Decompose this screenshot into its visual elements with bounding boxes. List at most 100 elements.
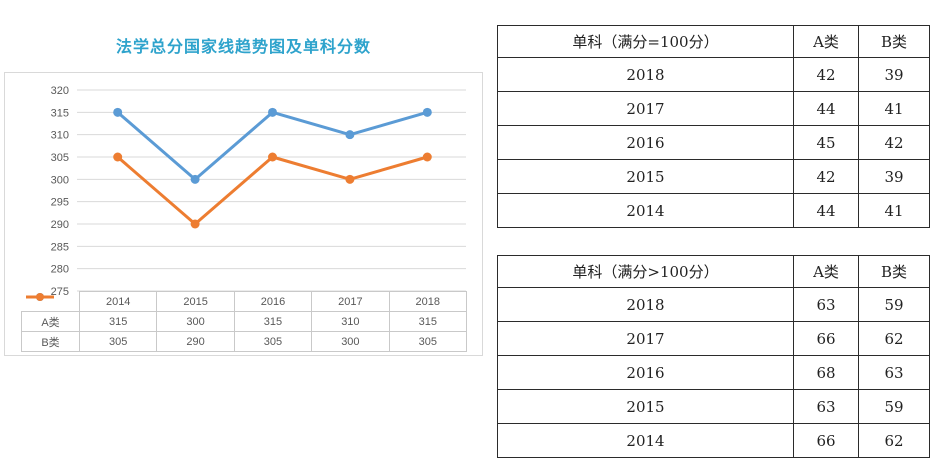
y-tick-label: 275: [51, 286, 69, 298]
series-value-cell: 315: [78, 311, 158, 332]
series-value-cell: 310: [311, 311, 390, 332]
trend-chart-svg: 320 315 310 305 300 295 290 285 280 275: [51, 85, 466, 298]
series-A类: [113, 107, 432, 184]
y-tick-label: 310: [51, 130, 69, 142]
table-cell: 45: [793, 125, 859, 160]
y-tick-label: 315: [51, 107, 69, 119]
chart-title: 法学总分国家线趋势图及单科分数: [115, 39, 371, 56]
y-tick-label: 295: [51, 197, 69, 209]
series-line: [116, 155, 429, 226]
legend-cell: B类: [21, 292, 80, 352]
table-cell: 44: [793, 193, 859, 228]
legend-label: A类: [41, 316, 60, 329]
score-table-header-cell: 单科（满分>100分）: [497, 255, 794, 288]
table-cell: 2014: [497, 423, 794, 458]
y-tick-label: 290: [51, 219, 69, 231]
score-table-header-row: 单科（满分=100分） A类 B类: [497, 25, 930, 58]
table-row: 2015 63 59: [497, 389, 930, 424]
table-cell: 41: [858, 193, 930, 228]
data-point: [190, 174, 200, 184]
table-cell: 2017: [497, 91, 794, 126]
table-cell: 68: [793, 355, 859, 390]
y-tick-label: 285: [51, 241, 69, 253]
chart-table-series-row: B类 305 290 305 300 305: [21, 292, 468, 352]
series-value-cell: 315: [233, 311, 313, 332]
table-cell: 66: [793, 321, 859, 356]
table-row: 2016 68 63: [497, 355, 930, 390]
table-cell: 59: [858, 389, 930, 424]
score-table-full100: 单科（满分=100分） A类 B类 2018 42 39 2017 44 41 2016 45 42 2…: [497, 25, 930, 228]
score-table-body: 2018 42 39 2017 44 41 2016 45 42 2015 42 39 2014 44 41: [497, 57, 930, 228]
table-cell: 44: [793, 91, 859, 126]
table-row: 2014 44 41: [497, 193, 930, 228]
score-table-over100: 单科（满分>100分） A类 B类 2018 63 59 2017 66 62 2016 68 63 2…: [497, 255, 930, 458]
series-value-cell: 305: [388, 331, 468, 352]
x-axis-label: 2015: [156, 291, 235, 312]
y-tick-label: 280: [51, 264, 69, 276]
table-cell: 2015: [497, 389, 794, 424]
table-cell: 62: [858, 321, 930, 356]
series-value-cell: 300: [156, 311, 235, 332]
table-row: 2017 66 62: [497, 321, 930, 356]
legend-cell: A类: [21, 292, 80, 332]
score-table-header-cell: A类: [793, 255, 859, 288]
chart-table-year-row: 2014 2015 2016 2017 2018: [22, 291, 468, 312]
y-tick-label: 300: [51, 174, 69, 186]
table-cell: 2018: [497, 287, 794, 322]
table-cell: 39: [858, 57, 930, 92]
table-cell: 42: [793, 159, 859, 194]
table-cell: 2018: [497, 57, 794, 92]
data-point: [345, 130, 355, 140]
table-cell: 66: [793, 423, 859, 458]
table-cell: 63: [793, 287, 859, 322]
data-point: [190, 219, 200, 229]
table-cell: 2014: [497, 193, 794, 228]
score-table-header-cell: 单科（满分=100分）: [497, 25, 794, 58]
table-cell: 62: [858, 423, 930, 458]
chart-table-series-row: A类 315 300 315 310 315: [21, 292, 468, 332]
table-cell: 41: [858, 91, 930, 126]
table-cell: 2015: [497, 159, 794, 194]
series-B类: [113, 152, 432, 229]
gridlines: [77, 89, 466, 292]
data-point: [113, 107, 123, 117]
score-table-header-cell: A类: [793, 25, 859, 58]
series-value-cell: 315: [388, 311, 468, 332]
y-axis-labels: 320 315 310 305 300 295 290 285 280 275: [51, 85, 69, 298]
table-row: 2018 42 39: [497, 57, 930, 92]
y-tick-label: 305: [51, 152, 69, 164]
data-point: [268, 107, 277, 117]
table-cell: 2016: [497, 125, 794, 160]
x-axis-label: 2017: [311, 291, 390, 312]
score-table-head: 单科（满分=100分） A类 B类: [497, 25, 930, 58]
x-axis-label: 2014: [78, 291, 158, 312]
legend-label: B类: [41, 336, 60, 349]
table-cell: 42: [858, 125, 930, 160]
data-point: [345, 174, 355, 184]
data-point: [113, 152, 123, 162]
y-tick-label: 320: [51, 85, 69, 97]
table-row: 2014 66 62: [497, 423, 930, 458]
table-cell: 59: [858, 287, 930, 322]
table-row: 2016 45 42: [497, 125, 930, 160]
table-cell: 2016: [497, 355, 794, 390]
table-cell: 42: [793, 57, 859, 92]
series-value-cell: 305: [78, 331, 158, 352]
table-cell: 39: [858, 159, 930, 194]
table-cell: 63: [858, 355, 930, 390]
table-row: 2018 63 59: [497, 287, 930, 322]
score-table-body: 2018 63 59 2017 66 62 2016 68 63 2015 63 59 2014 66 62: [497, 287, 930, 458]
data-point: [422, 107, 432, 117]
series-value-cell: 300: [311, 331, 390, 352]
score-table-header-cell: B类: [858, 25, 930, 58]
x-axis-label: 2016: [233, 291, 313, 312]
series-value-cell: 305: [233, 331, 313, 352]
table-cell: 63: [793, 389, 859, 424]
trend-chart: 320 315 310 305 300 295 290 285 280 275 2014 2015 2…: [4, 72, 483, 356]
score-table-header-row: 单科（满分>100分） A类 B类: [497, 255, 930, 288]
score-table-header-cell: B类: [858, 255, 930, 288]
data-point: [268, 152, 277, 162]
chart-data-table: 2014 2015 2016 2017 2018 A类 315 300 315 310 315 B类 3…: [21, 291, 468, 352]
x-axis-label: 2018: [388, 291, 468, 312]
score-table-head: 单科（满分>100分） A类 B类: [497, 255, 930, 288]
